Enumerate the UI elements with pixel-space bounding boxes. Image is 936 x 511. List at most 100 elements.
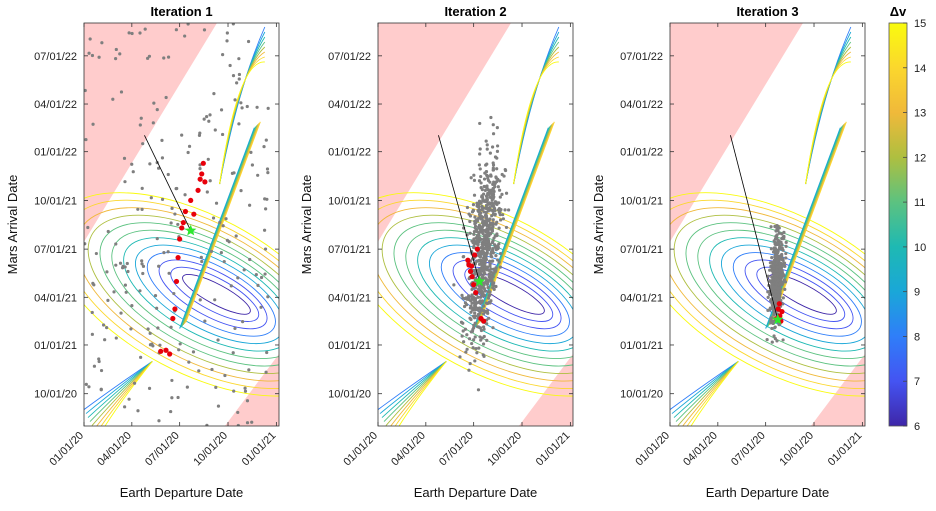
x-tick-label: 10/01/20 [485, 430, 524, 469]
sample-point [250, 163, 254, 167]
sample-point [776, 279, 780, 283]
sample-point [478, 225, 482, 229]
sample-point [173, 212, 177, 216]
sample-point [255, 105, 259, 109]
sample-point [476, 295, 480, 299]
y-tick-label: 01/01/21 [328, 340, 371, 352]
dv-contours [670, 26, 865, 426]
elite-point [481, 318, 487, 324]
sample-point [473, 316, 477, 320]
sample-point [488, 151, 492, 155]
sample-point [781, 338, 785, 342]
sample-point [784, 256, 788, 260]
sample-point [248, 203, 252, 207]
sample-point [771, 321, 775, 326]
sample-point [770, 269, 775, 273]
sample-point [172, 291, 176, 296]
chart-title: Iteration 3 [736, 4, 798, 19]
sample-point [475, 234, 480, 238]
sample-point [259, 275, 264, 280]
x-tick-label: 10/01/20 [777, 430, 816, 469]
sample-point [482, 327, 486, 331]
y-tick-label: 10/01/20 [328, 389, 371, 401]
elite-point [465, 257, 471, 263]
sample-point [248, 257, 252, 262]
sample-point [495, 125, 499, 130]
sample-point [473, 335, 477, 339]
elite-point [468, 263, 475, 269]
sample-point [777, 231, 781, 235]
sample-point [483, 310, 488, 314]
sample-point [123, 265, 127, 269]
sample-point [169, 325, 173, 329]
sample-point [482, 354, 486, 358]
sample-point [91, 281, 95, 285]
sample-point [216, 404, 221, 408]
sample-point [88, 37, 92, 41]
sample-point [495, 156, 499, 160]
sample-point [478, 121, 482, 126]
sample-point [480, 299, 485, 303]
sample-point [471, 209, 476, 213]
sample-point [485, 147, 489, 151]
sample-point [477, 325, 481, 329]
sample-point [780, 243, 784, 247]
sample-point [482, 177, 487, 181]
sample-point [781, 296, 785, 300]
sample-point [259, 305, 263, 309]
sample-point [84, 242, 87, 246]
sample-point [773, 337, 777, 341]
sample-point [236, 276, 240, 280]
sample-point [127, 397, 131, 401]
sample-point [483, 188, 487, 193]
y-tick-label: 10/01/20 [34, 389, 77, 401]
sample-point [462, 255, 466, 259]
sample-point [156, 326, 160, 330]
sample-point [770, 256, 774, 260]
sample-point [467, 368, 471, 372]
sample-points [452, 115, 511, 392]
sample-point [495, 167, 499, 171]
dv-contours [84, 26, 279, 426]
sample-point [472, 244, 476, 248]
sample-point [106, 229, 110, 234]
y-tick-label: 10/01/20 [620, 389, 663, 401]
sample-point [229, 284, 233, 288]
sample-point [486, 296, 491, 300]
sample-point [482, 334, 486, 339]
sample-point [106, 298, 110, 302]
sample-point [90, 53, 95, 58]
sample-point [219, 108, 224, 112]
sample-point [478, 250, 483, 254]
sample-point [205, 423, 209, 426]
sample-point [773, 284, 777, 289]
sample-point [501, 217, 505, 221]
sample-point [140, 186, 144, 190]
elite-point [188, 197, 194, 204]
y-tick-label: 07/01/21 [328, 244, 371, 256]
sample-point [771, 319, 775, 323]
colorbar-tick-label: 13 [914, 108, 926, 120]
sample-point [91, 122, 95, 126]
y-tick-label: 10/01/21 [328, 195, 371, 207]
sample-point [157, 264, 161, 268]
sample-point [478, 335, 482, 339]
sample-point [208, 113, 212, 117]
sample-point [473, 215, 477, 219]
y-tick-label: 07/01/21 [34, 244, 77, 256]
sample-point [781, 258, 785, 262]
sample-point [141, 271, 145, 276]
sample-point [224, 217, 228, 221]
sample-point [492, 267, 496, 271]
sample-point [478, 273, 482, 277]
sample-point [103, 338, 107, 342]
sample-point [245, 104, 249, 109]
sample-point [484, 170, 489, 174]
sample-point [99, 388, 103, 392]
sample-point [770, 282, 775, 286]
x-tick-label: 01/01/20 [633, 430, 672, 469]
sample-point [769, 225, 773, 229]
sample-point [493, 182, 497, 186]
sample-point [493, 270, 497, 274]
sample-point [256, 283, 260, 287]
